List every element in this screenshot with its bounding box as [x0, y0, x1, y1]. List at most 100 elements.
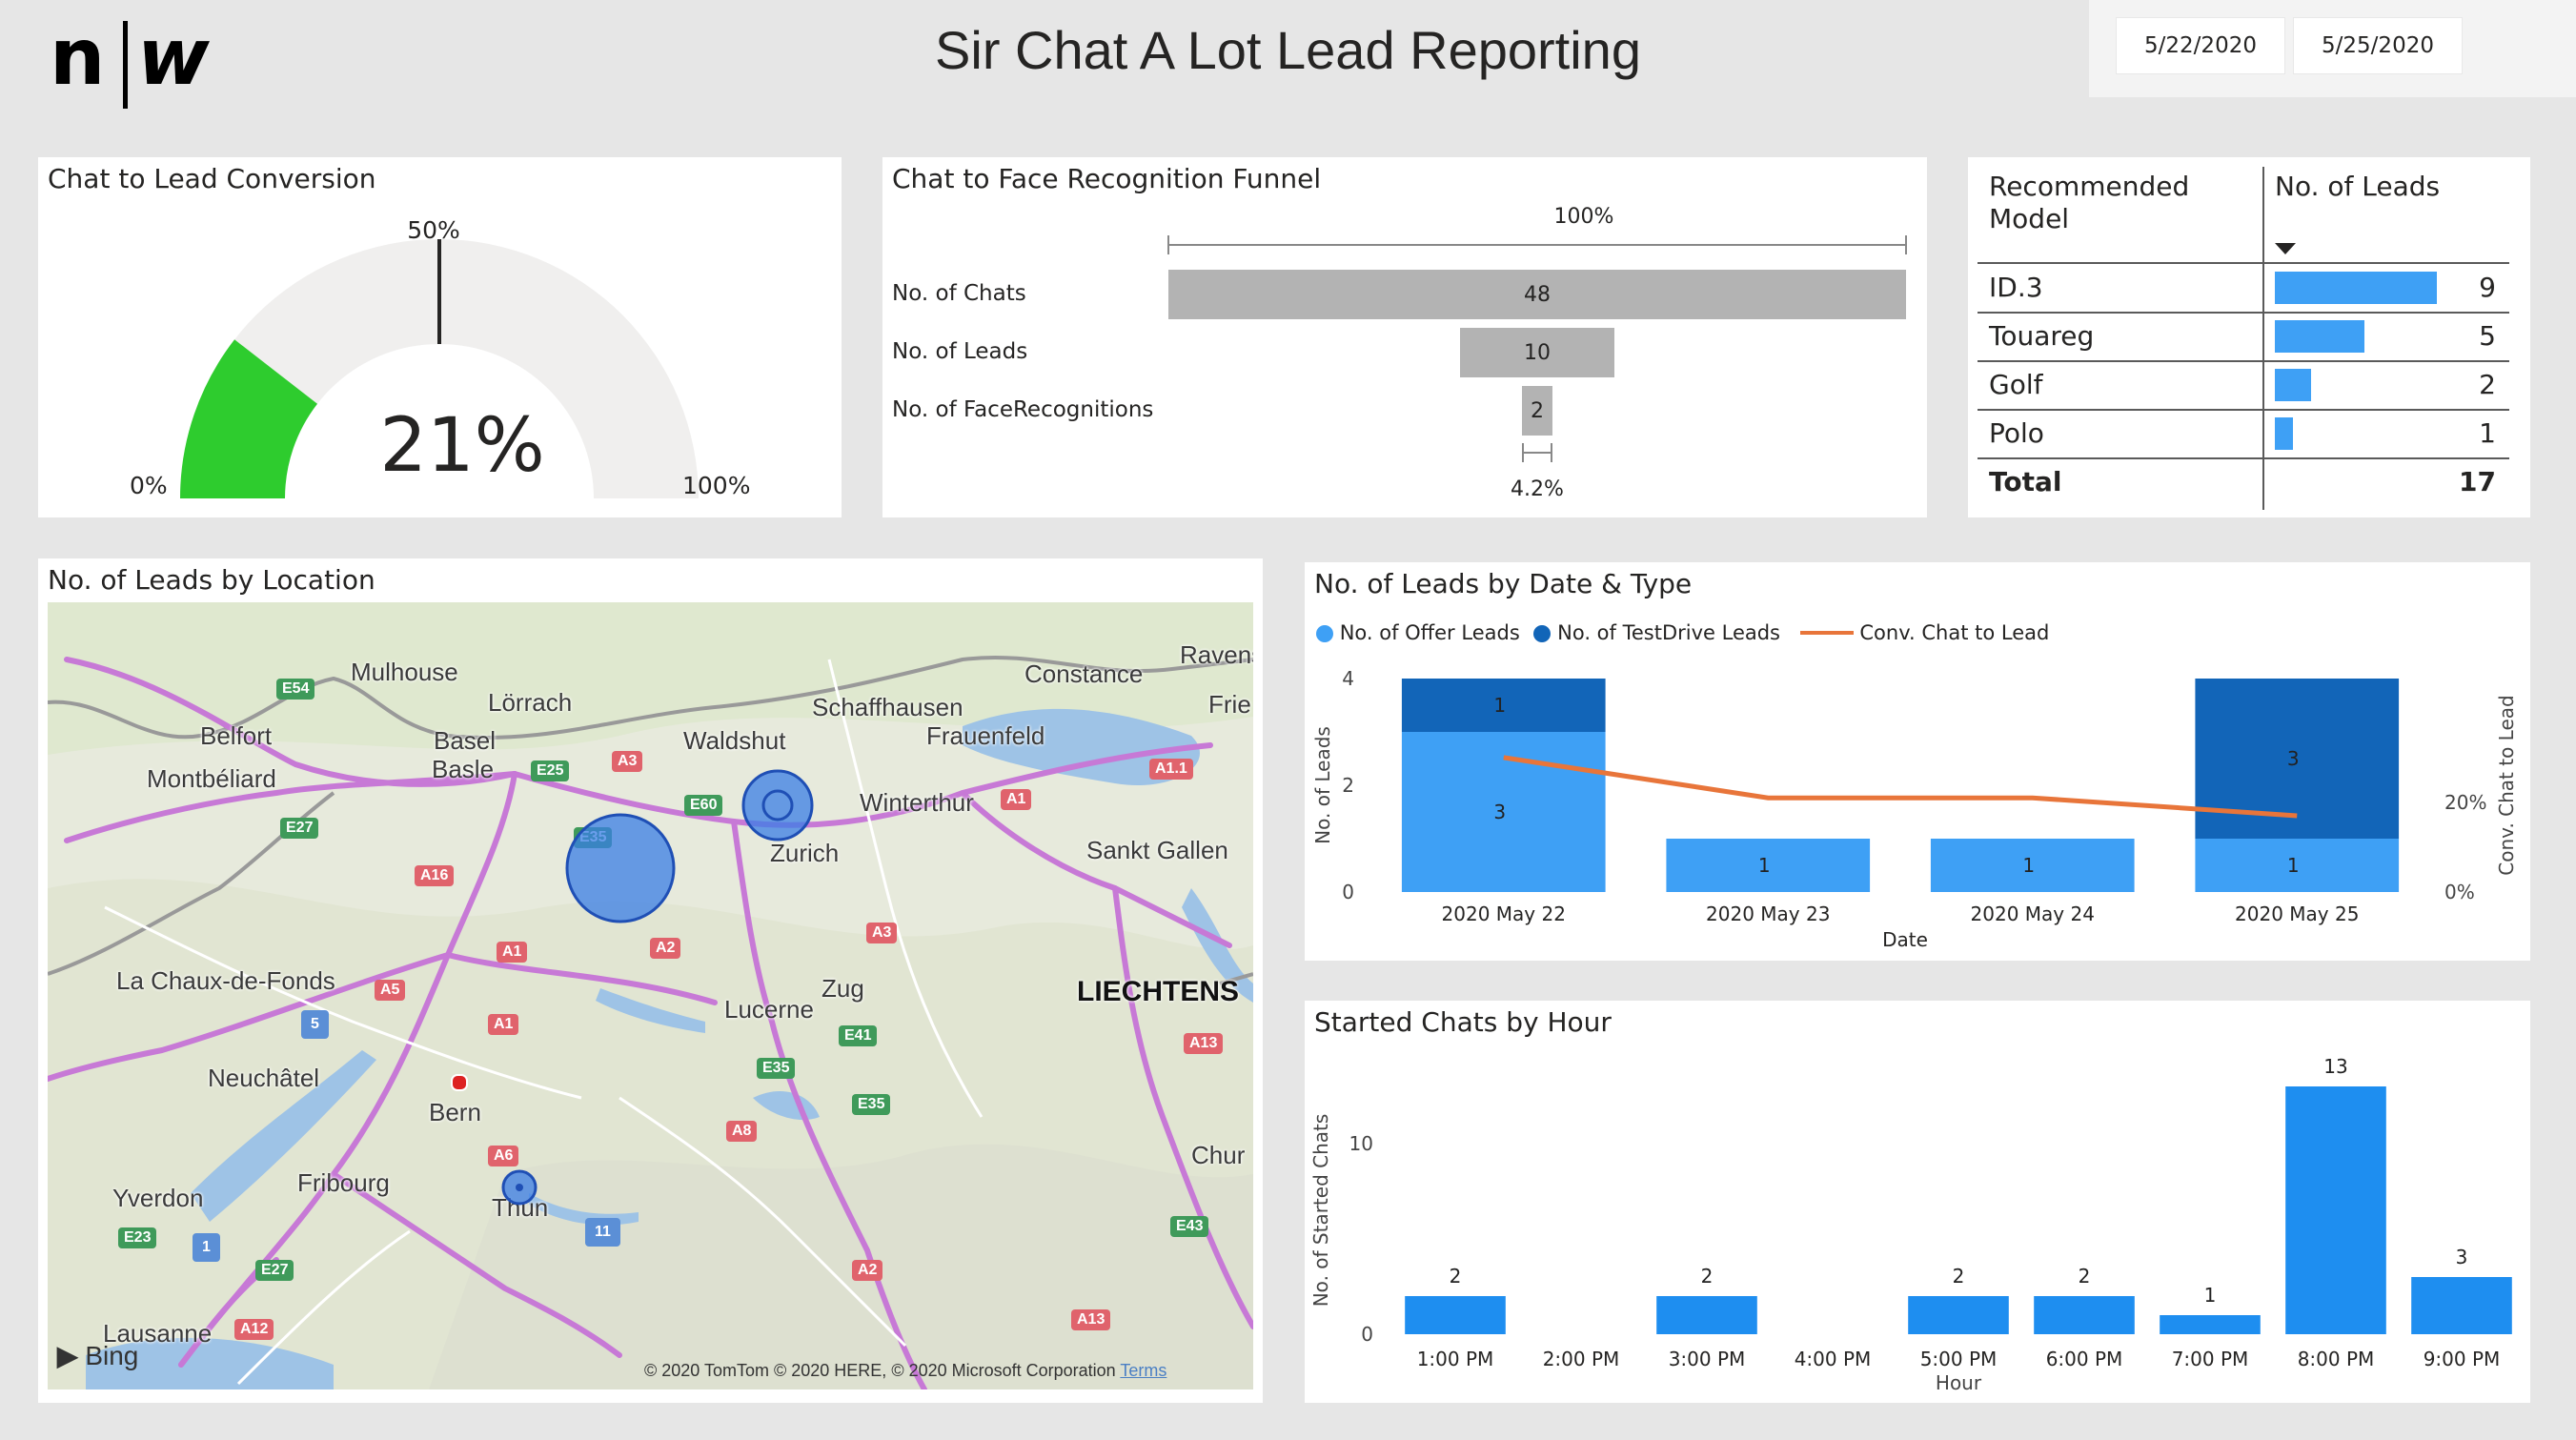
bar-data-label: 1	[2287, 854, 2300, 877]
bar-segment[interactable]	[2195, 839, 2400, 892]
sort-desc-icon[interactable]	[2275, 241, 2298, 256]
hour-bar[interactable]	[2034, 1296, 2135, 1334]
x-tick-label: 2020 May 25	[2235, 903, 2359, 925]
gauge-max-label: 100%	[682, 472, 751, 499]
funnel-bar-value: 2	[1531, 399, 1544, 423]
bar-segment[interactable]	[1930, 839, 2135, 892]
bar-segment[interactable]	[1401, 679, 1606, 732]
gauge-value: 21%	[379, 403, 545, 489]
x-tick-label: 7:00 PM	[2172, 1348, 2249, 1370]
gauge-min-label: 0%	[130, 472, 168, 499]
col-header-model[interactable]: Recommended Model	[1989, 171, 2190, 234]
road-shield: A16	[415, 865, 455, 886]
y-axis-title: No. of Started Chats	[1309, 1114, 1332, 1308]
funnel-bar[interactable]	[1168, 270, 1906, 319]
lead-bubble[interactable]	[565, 813, 676, 923]
x-tick-label: 9:00 PM	[2424, 1348, 2501, 1370]
lead-bubbles[interactable]	[48, 602, 1253, 1389]
gauge-card[interactable]: Chat to Lead Conversion 21% 0% 100% 50%	[38, 157, 842, 517]
legend-conv[interactable]: Conv. Chat to Lead	[1859, 621, 2050, 644]
table-total-label: Total	[1989, 466, 2062, 497]
chats-by-hour-card[interactable]: Started Chats by Hour 0 10 No. of Started …	[1305, 1001, 2530, 1403]
end-date-input[interactable]: 5/25/2020	[2293, 17, 2463, 74]
hour-bar[interactable]	[1908, 1296, 2009, 1334]
road-shield: E60	[684, 795, 723, 816]
conversion-line[interactable]	[1503, 755, 2298, 819]
map-city-label: Schaffhausen	[812, 693, 963, 721]
road-shield: 5	[301, 1010, 329, 1039]
x-tick-label: 2020 May 24	[1971, 903, 2095, 925]
map-canvas[interactable]: Mulhouse Lörrach Ravens Belfort Basel Ba…	[48, 602, 1253, 1389]
funnel-bar[interactable]	[1460, 328, 1614, 377]
table-row-model[interactable]: Golf	[1989, 369, 2043, 400]
road-shield: E35	[757, 1058, 796, 1079]
road-shield: E25	[531, 761, 570, 781]
road-shield: A1	[488, 1014, 519, 1035]
table-row-model[interactable]: ID.3	[1989, 272, 2043, 303]
road-shield: E35	[852, 1094, 891, 1115]
gauge-target-label: 50%	[407, 216, 460, 244]
funnel-bar[interactable]	[1521, 386, 1553, 436]
y-tick-label: 0	[1361, 1323, 1373, 1346]
map-city-label: Basle	[432, 755, 495, 783]
bar-segment[interactable]	[1666, 839, 1871, 892]
legend-offer[interactable]: No. of Offer Leads	[1339, 621, 1520, 644]
bar-data-label: 1	[2022, 854, 2035, 877]
table-row-leads[interactable]: 5	[2479, 320, 2496, 352]
chats-by-hour-title: Started Chats by Hour	[1314, 1006, 1612, 1038]
bar-data-label: 2	[2079, 1265, 2091, 1288]
road-shield: E43	[1170, 1216, 1209, 1237]
gauge-track	[180, 239, 699, 498]
bar-data-label: 3	[2287, 747, 2300, 770]
bar-data-label: 1	[1493, 694, 1506, 717]
funnel-row-label: No. of FaceRecognitions	[892, 397, 1154, 422]
funnel-bar-value: 48	[1524, 283, 1551, 307]
map-city-label: Winterthur	[860, 788, 974, 817]
leads-by-date-chart[interactable]: 0 2 4 No. of Leads 0% 20% Conv. Chat to Lead 3 1…	[1305, 562, 2530, 961]
chats-by-hour-chart[interactable]: 0 10 No. of Started Chats 2 1:00 PM 2:00 PM 2 3…	[1305, 1001, 2530, 1403]
table-row-model[interactable]: Touareg	[1989, 320, 2095, 352]
hour-bar[interactable]	[2411, 1277, 2512, 1334]
model-table-card[interactable]: Recommended Model No. of Leads ID.3 9 Toua…	[1968, 157, 2530, 517]
table-row-bar	[2275, 320, 2365, 353]
map-city-label: Lucerne	[724, 995, 814, 1024]
map-city-label: Chur	[1191, 1141, 1246, 1169]
map-city-label: Zurich	[770, 839, 840, 867]
y2-axis-title: Conv. Chat to Lead	[2495, 695, 2518, 875]
road-shield: A3	[866, 923, 898, 943]
start-date-input[interactable]: 5/22/2020	[2116, 17, 2285, 74]
gauge-fill	[180, 339, 317, 498]
bar-data-label: 2	[1450, 1265, 1462, 1288]
bar-data-label: 13	[2323, 1055, 2347, 1078]
hour-bar[interactable]	[2160, 1315, 2261, 1334]
map-city-label: La Chaux-de-Fonds	[116, 966, 335, 995]
lead-bubble[interactable]	[741, 769, 814, 842]
hour-bar[interactable]	[1656, 1296, 1757, 1334]
table-row-leads[interactable]: 2	[2479, 369, 2496, 400]
legend-swatch-conv	[1799, 631, 1854, 635]
funnel-bottom-pct: 4.2%	[1511, 477, 1564, 501]
hour-bar[interactable]	[2285, 1086, 2386, 1334]
map-city-label: Constance	[1024, 659, 1144, 688]
y-axis-title: No. of Leads	[1311, 726, 1334, 844]
leads-by-date-card[interactable]: No. of Leads by Date & Type No. of Offer…	[1305, 562, 2530, 961]
bar-data-label: 1	[1758, 854, 1771, 877]
svg-text:w: w	[137, 17, 210, 103]
funnel-card[interactable]: Chat to Face Recognition Funnel 100% 4.2…	[882, 157, 1927, 517]
terms-link[interactable]: Terms	[1120, 1361, 1167, 1380]
hour-bar[interactable]	[1405, 1296, 1506, 1334]
table-row-leads[interactable]: 1	[2479, 417, 2496, 449]
funnel-row-label: No. of Leads	[892, 339, 1028, 364]
table-row-model[interactable]: Polo	[1989, 417, 2044, 449]
table-row-leads[interactable]: 9	[2479, 272, 2496, 303]
map-card[interactable]: No. of Leads by Location	[38, 558, 1263, 1403]
road-shield: A3	[612, 751, 643, 772]
col-header-leads[interactable]: No. of Leads	[2275, 171, 2441, 202]
funnel-top-pct: 100%	[1553, 205, 1614, 229]
table-row-bar	[2275, 417, 2293, 450]
map-city-label: Sankt Gallen	[1086, 836, 1228, 864]
map-city-label: Neuchâtel	[208, 1064, 320, 1092]
legend-testdrive[interactable]: No. of TestDrive Leads	[1557, 621, 1781, 644]
road-shield: E54	[276, 679, 315, 700]
x-axis-title: Date	[1882, 928, 1928, 951]
